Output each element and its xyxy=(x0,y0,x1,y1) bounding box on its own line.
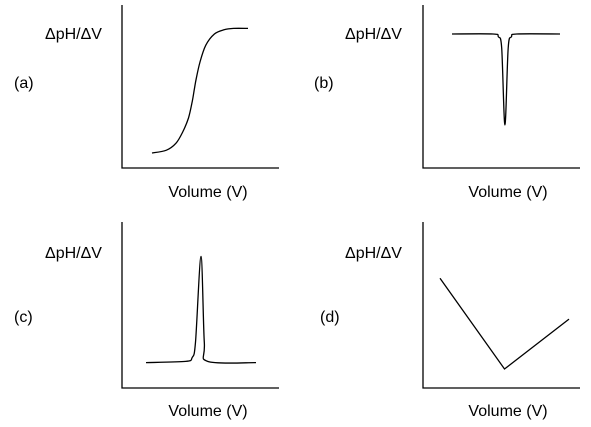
panel-d-xlabel: Volume (V) xyxy=(468,403,547,420)
panel-a-curve xyxy=(151,27,249,154)
panel-c-axes xyxy=(121,222,279,389)
panel-c-xlabel: Volume (V) xyxy=(168,403,247,420)
panel-c-ylabel: ΔpH/ΔV xyxy=(45,245,102,262)
panel-a-label: (a) xyxy=(14,75,34,92)
panel-a-ylabel: ΔpH/ΔV xyxy=(45,26,102,43)
panel-c-curve xyxy=(145,255,257,364)
panel-b-axes xyxy=(422,5,580,169)
panel-d-ylabel: ΔpH/ΔV xyxy=(345,245,402,262)
panel-b-ylabel: ΔpH/ΔV xyxy=(345,26,402,43)
panel-c-label: (c) xyxy=(14,309,33,326)
panel-d-axes xyxy=(422,222,580,389)
panel-a-xlabel: Volume (V) xyxy=(168,184,247,201)
panel-a-axes xyxy=(121,5,279,169)
panel-b-curve xyxy=(451,33,561,126)
panel-b-xlabel: Volume (V) xyxy=(468,184,547,201)
panel-b-label: (b) xyxy=(314,75,334,92)
panel-d-curve xyxy=(439,277,570,370)
panel-d-label: (d) xyxy=(320,309,340,326)
